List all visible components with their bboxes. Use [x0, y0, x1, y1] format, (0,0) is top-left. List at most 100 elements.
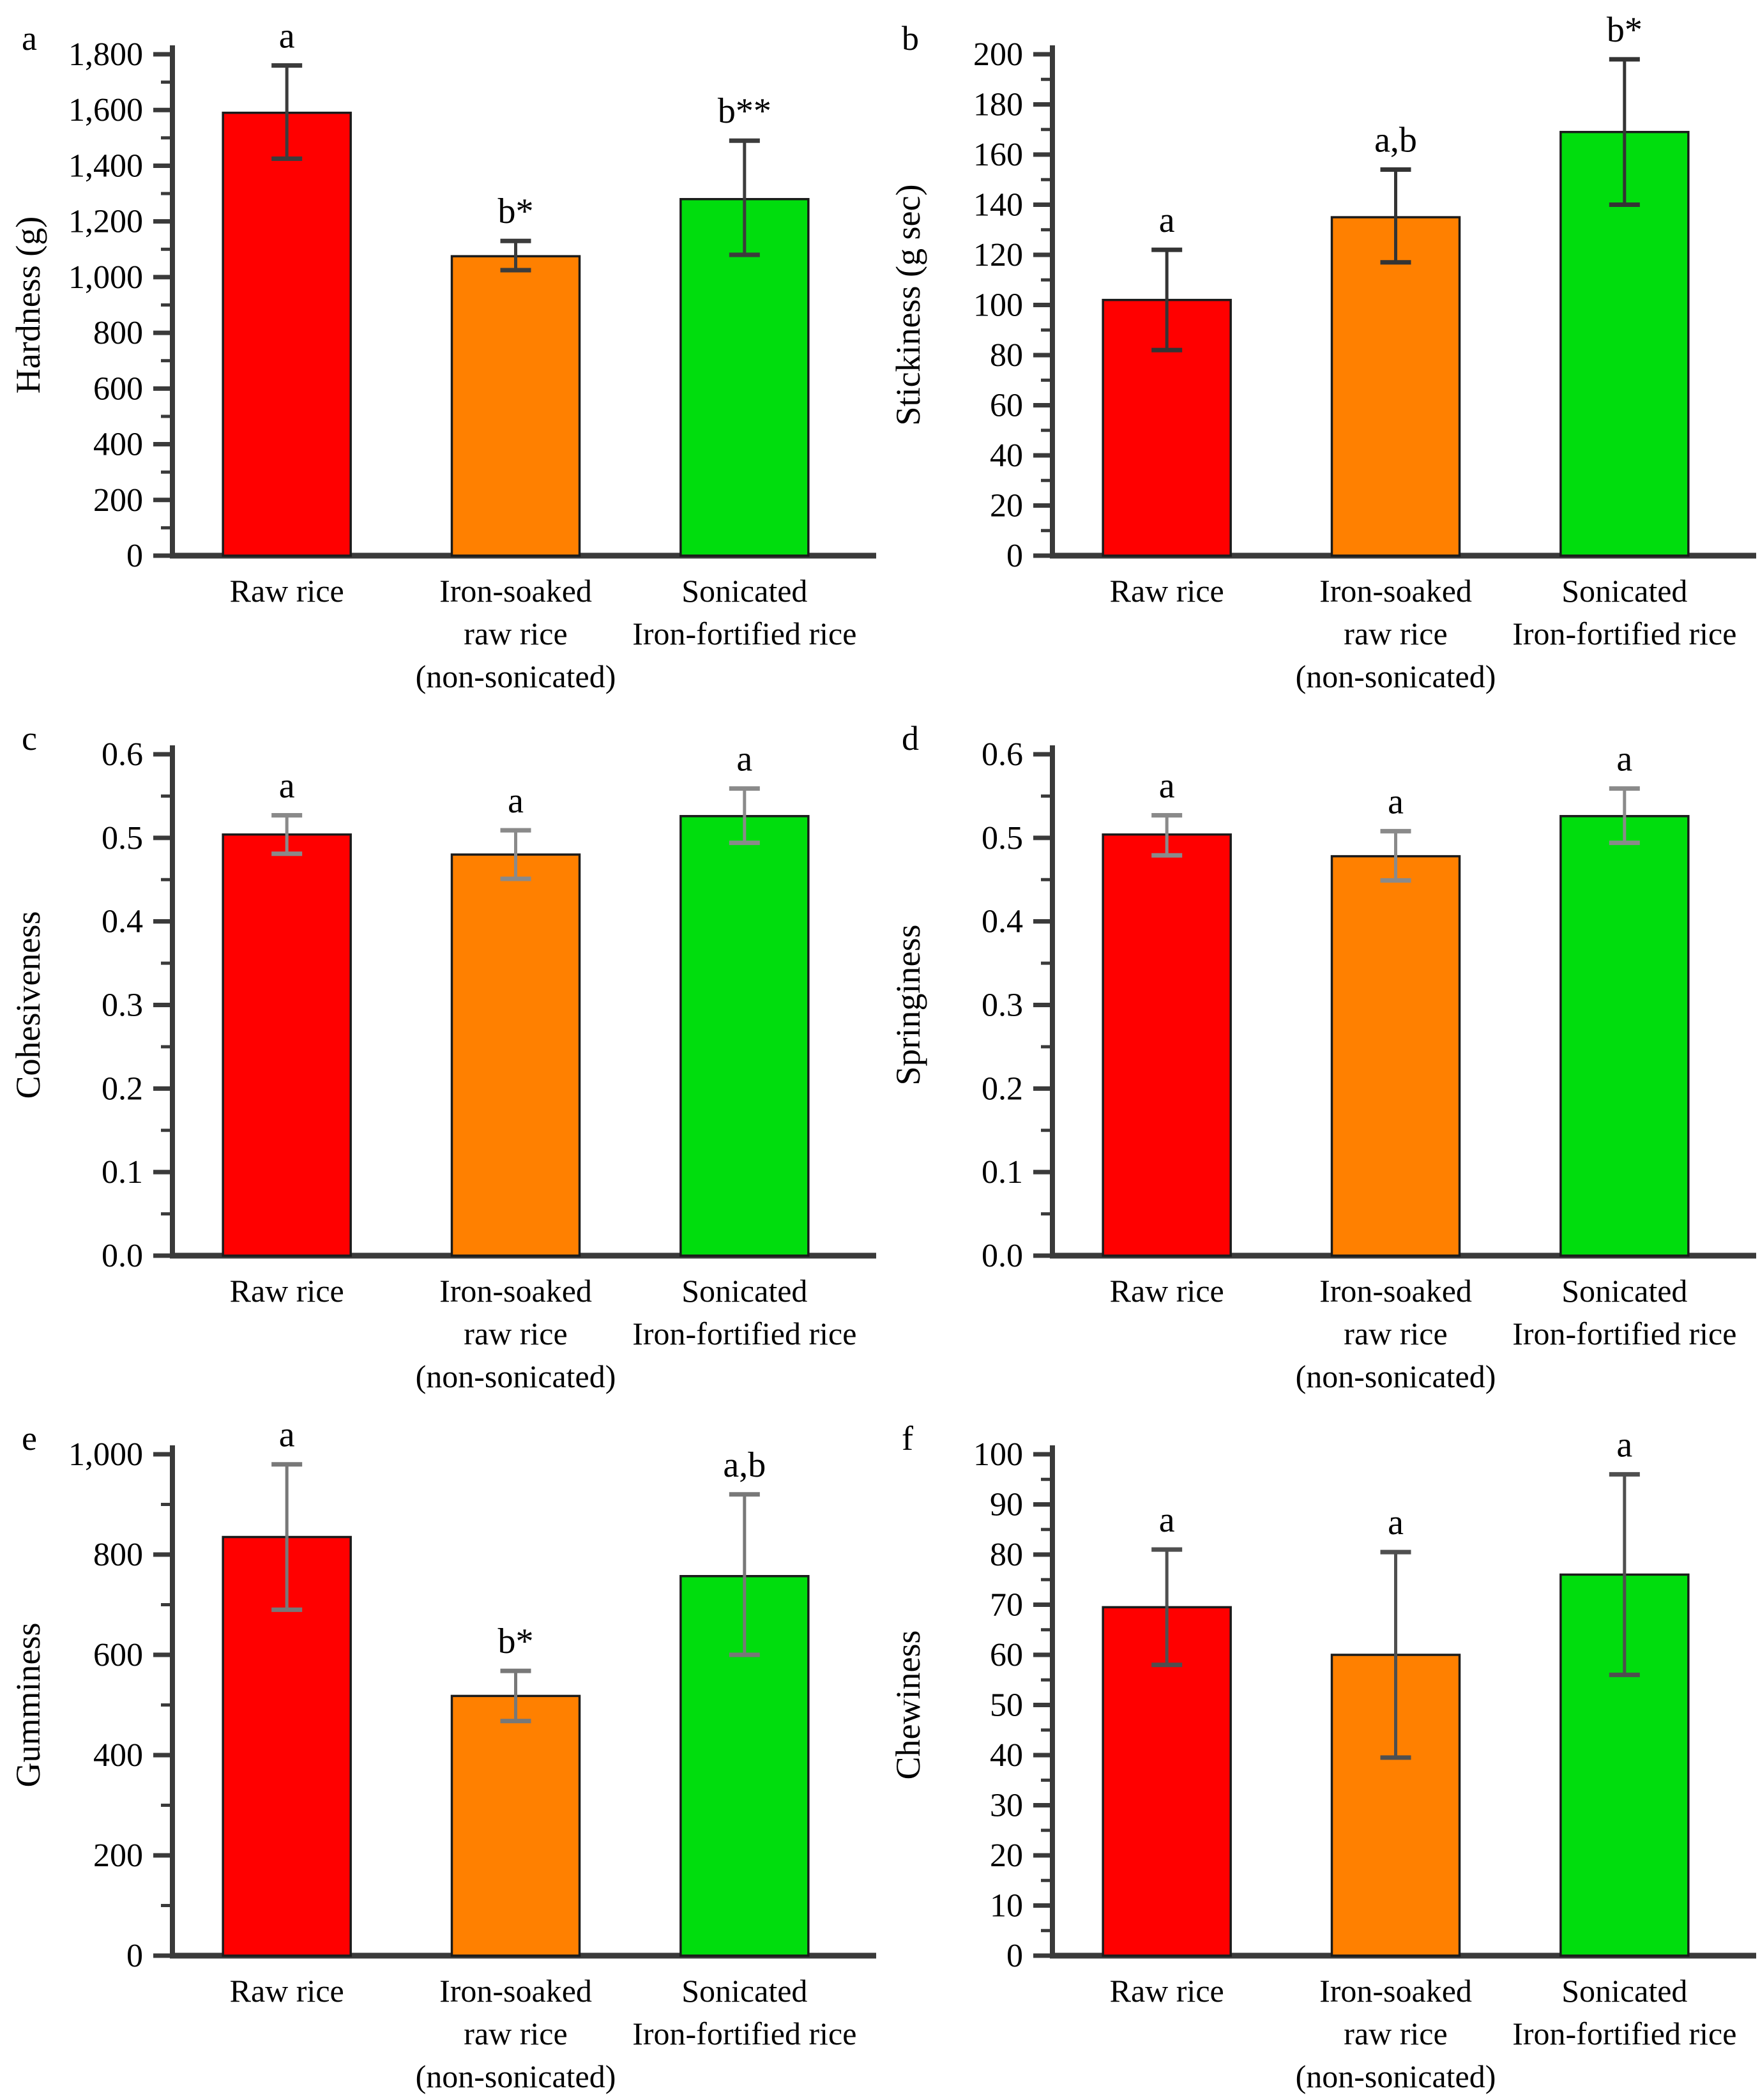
x-category-label: raw rice — [464, 2016, 567, 2051]
significance-label: a — [279, 16, 295, 56]
x-category-label: raw rice — [464, 1316, 567, 1351]
y-tick-label: 10 — [990, 1888, 1023, 1924]
significance-label: a,b — [723, 1445, 766, 1485]
bar-c-1 — [222, 833, 352, 1257]
y-tick-label: 60 — [990, 1637, 1023, 1673]
y-tick-label: 0 — [1006, 538, 1023, 574]
x-category-label: (non-sonicated) — [1296, 658, 1496, 694]
chart-a-hardness-svg: a Hardness (g) 0 200 400 600 800 1,000 1,200 1,40… — [9, 16, 876, 694]
y-tick-label: 1,400 — [68, 148, 143, 184]
bar-a-1 — [222, 111, 352, 557]
panel-letter: a — [22, 19, 37, 57]
panel-letter: c — [22, 719, 37, 757]
y-tick-label: 20 — [990, 1838, 1023, 1874]
significance-label: b* — [1607, 10, 1642, 50]
chart-c-cohesiveness-svg: c Cohesiveness 0.0 0.1 0.2 0.3 0.4 0.5 0.6 a Raw r… — [9, 719, 876, 1394]
bar-c-2 — [450, 853, 581, 1257]
y-tick-label: 0.3 — [102, 987, 143, 1024]
y-tick-label: 180 — [973, 87, 1023, 123]
y-tick-label: 0.6 — [982, 736, 1023, 773]
significance-label: a — [1159, 766, 1175, 806]
y-tick-label: 80 — [990, 337, 1023, 374]
x-category-label: (non-sonicated) — [416, 658, 616, 694]
bar-a-3 — [679, 198, 810, 557]
x-category-label: (non-sonicated) — [1296, 1358, 1496, 1394]
x-category-label: Raw rice — [230, 1973, 344, 2009]
significance-label: a — [279, 766, 295, 806]
x-category-label: Sonicated — [1561, 1973, 1687, 2009]
bar-c-3 — [679, 815, 810, 1257]
y-axis-title: Springiness — [889, 924, 927, 1085]
significance-label: a — [1159, 201, 1175, 240]
x-category-label: raw rice — [1344, 616, 1447, 651]
x-category-label: Iron-fortified rice — [632, 2016, 856, 2051]
panel-b-stickiness: b Stickiness (g sec) 0 20 40 60 80 100 120 140 160… — [880, 0, 1760, 700]
y-tick-label: 0.3 — [982, 987, 1023, 1024]
y-tick-label: 40 — [990, 1737, 1023, 1774]
x-category-label: Sonicated — [681, 1973, 807, 2009]
panel-letter: e — [22, 1419, 37, 1457]
y-axis-title: Cohesiveness — [9, 911, 47, 1099]
panel-letter: b — [902, 19, 919, 57]
x-category-label: Sonicated — [681, 573, 807, 609]
y-tick-label: 1,000 — [68, 1436, 143, 1473]
bar-b-2 — [1330, 216, 1461, 557]
significance-label: a — [508, 781, 524, 821]
y-tick-label: 140 — [973, 187, 1023, 224]
significance-label: a — [736, 740, 752, 779]
significance-label: a — [1159, 1500, 1175, 1540]
x-category-label: Iron-soaked — [1319, 1273, 1472, 1309]
y-tick-label: 100 — [973, 287, 1023, 324]
y-tick-label: 160 — [973, 137, 1023, 173]
significance-label: a — [279, 1415, 295, 1455]
x-category-label: Iron-fortified rice — [632, 616, 856, 651]
y-tick-label: 1,200 — [68, 204, 143, 240]
bar-d-1 — [1102, 833, 1232, 1257]
x-category-label: Iron-fortified rice — [1512, 1316, 1736, 1351]
y-tick-label: 0.5 — [982, 820, 1023, 856]
bar-f-2 — [1330, 1654, 1461, 1957]
panel-letter: f — [902, 1419, 913, 1457]
y-axis-title: Gumminess — [9, 1622, 47, 1787]
x-category-label: Sonicated — [681, 1273, 807, 1309]
y-tick-label: 40 — [990, 438, 1023, 474]
y-tick-label: 0.1 — [982, 1154, 1023, 1191]
x-category-label: Iron-soaked — [439, 573, 592, 609]
panel-a-hardness: a Hardness (g) 0 200 400 600 800 1,000 1,200 1,40… — [0, 0, 880, 700]
y-tick-label: 0.5 — [102, 820, 143, 856]
bar-e-2 — [450, 1694, 581, 1957]
x-category-label: Raw rice — [1110, 1973, 1224, 2009]
y-tick-label: 200 — [93, 1838, 143, 1874]
y-tick-label: 0.0 — [982, 1238, 1023, 1274]
x-category-label: Iron-fortified rice — [1512, 2016, 1736, 2051]
x-category-label: raw rice — [1344, 1316, 1447, 1351]
y-tick-label: 400 — [93, 1737, 143, 1774]
y-tick-label: 800 — [93, 1537, 143, 1573]
x-category-label: Iron-fortified rice — [1512, 616, 1736, 651]
bar-d-3 — [1559, 815, 1690, 1257]
bar-a-2 — [450, 255, 581, 557]
y-tick-label: 90 — [990, 1487, 1023, 1523]
y-axis-title: Hardness (g) — [9, 217, 47, 393]
y-tick-label: 30 — [990, 1788, 1023, 1824]
x-category-label: Sonicated — [1561, 1273, 1687, 1309]
significance-label: b* — [498, 192, 534, 231]
panel-f-chewiness: f Chewiness 0 10 20 30 40 50 60 70 80 90 100 a Raw ric… — [880, 1400, 1760, 2100]
y-tick-label: 100 — [973, 1436, 1023, 1473]
x-category-label: Iron-soaked — [1319, 1973, 1472, 2009]
y-tick-label: 0.2 — [102, 1070, 143, 1107]
significance-label: b** — [718, 91, 771, 131]
y-tick-label: 50 — [990, 1687, 1023, 1724]
x-category-label: Sonicated — [1561, 573, 1687, 609]
x-category-label: (non-sonicated) — [1296, 2058, 1496, 2094]
panel-e-gumminess: e Gumminess 0 200 400 600 800 1,000 a Raw rice b* I… — [0, 1400, 880, 2100]
y-tick-label: 200 — [973, 36, 1023, 73]
panel-d-springiness: d Springiness 0.0 0.1 0.2 0.3 0.4 0.5 0.6 a Raw ri… — [880, 700, 1760, 1400]
y-tick-label: 0 — [1006, 1938, 1023, 1974]
significance-label: b* — [498, 1622, 534, 1661]
chart-f-chewiness-svg: f Chewiness 0 10 20 30 40 50 60 70 80 90 100 a Raw ric… — [889, 1419, 1756, 2094]
y-tick-label: 20 — [990, 488, 1023, 524]
y-tick-label: 0 — [126, 1938, 143, 1974]
x-category-label: Iron-soaked — [439, 1273, 592, 1309]
